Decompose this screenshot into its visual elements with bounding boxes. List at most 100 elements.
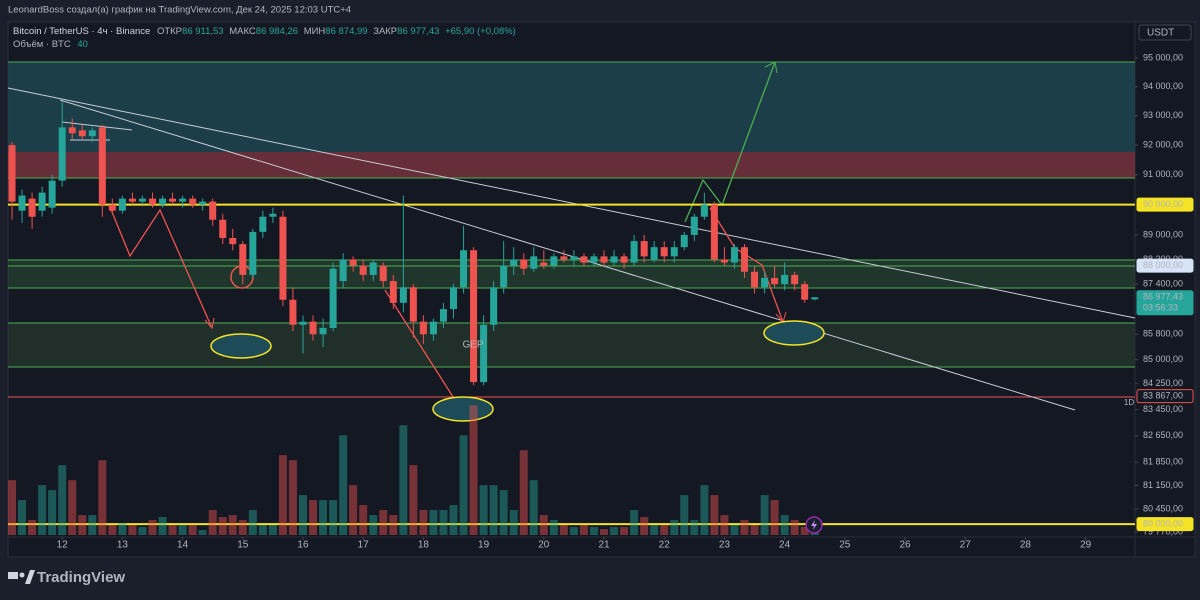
candle-body <box>620 256 628 263</box>
y-tick-label: 89 000,00 <box>1143 229 1183 239</box>
candle-body <box>710 204 718 260</box>
volume-bar <box>489 485 498 535</box>
volume-label: Объём · BTC <box>13 39 71 50</box>
volume-bar <box>18 500 27 535</box>
candle-body <box>600 256 608 263</box>
y-tick-label: 79 770,00 <box>1143 526 1183 536</box>
volume-bar <box>158 517 167 535</box>
candle-body <box>58 127 66 181</box>
x-tick-label: 27 <box>960 540 972 551</box>
x-tick-label: 25 <box>839 540 851 551</box>
highlight-ellipse <box>763 320 825 346</box>
x-tick-label: 13 <box>117 540 129 551</box>
volume-bar <box>690 520 699 535</box>
volume-bar <box>429 510 438 535</box>
candle-body <box>500 265 508 288</box>
volume-bar <box>529 480 538 535</box>
volume-bar <box>118 523 127 535</box>
series <box>8 101 1135 535</box>
x-tick-label: 14 <box>177 540 189 551</box>
volume-bar <box>78 515 87 535</box>
candle-body <box>269 213 277 217</box>
candle-body <box>540 262 548 266</box>
volume-bar <box>359 505 368 535</box>
ohlc-label: ЗАКР <box>373 26 397 37</box>
candle-body <box>309 321 317 335</box>
annotation: 1D <box>1124 398 1134 407</box>
candle-body <box>209 201 217 220</box>
volume-bar <box>88 515 97 535</box>
candle-body <box>490 287 498 325</box>
logo-mark <box>19 572 25 578</box>
candle-body <box>460 250 468 288</box>
brand-logo <box>8 570 35 584</box>
volume-bar <box>579 525 588 535</box>
highlight-ellipse <box>432 396 494 422</box>
volume-bar <box>369 515 378 535</box>
price-marker-label: 88 000,00 <box>1143 260 1183 270</box>
y-tick-label: 80 450,00 <box>1143 503 1183 513</box>
trend-line <box>7 87 1136 319</box>
x-tick-label: 21 <box>598 540 610 551</box>
volume-bar <box>399 425 408 535</box>
y-tick-label: 87 400,00 <box>1143 279 1183 289</box>
candle-body <box>108 204 116 211</box>
y-tick-label: 94 000,00 <box>1143 81 1183 91</box>
y-tick-label: 81 850,00 <box>1143 456 1183 466</box>
price-marker <box>1136 389 1194 404</box>
volume-bar <box>389 515 398 535</box>
candle-body <box>740 247 748 272</box>
candle-body <box>801 284 809 300</box>
volume-bar <box>108 525 117 535</box>
x-tick-label: 29 <box>1080 540 1092 551</box>
volume-length: 40 <box>77 39 88 50</box>
candle-body <box>510 259 518 266</box>
candle-body <box>189 198 197 205</box>
volume-bar <box>319 500 328 535</box>
candle-body <box>169 198 177 202</box>
volume-bar <box>630 510 639 535</box>
x-tick-label: 26 <box>899 540 911 551</box>
volume-bar <box>379 510 388 535</box>
ohlc-label: МИН <box>304 26 326 37</box>
candle-body <box>530 256 538 269</box>
volume-bar <box>218 517 227 535</box>
arrow <box>709 207 784 323</box>
price-marker <box>1136 258 1194 273</box>
volume-bar <box>539 515 548 535</box>
volume-bar <box>198 530 207 535</box>
candle-body <box>289 299 297 325</box>
currency-box[interactable] <box>1138 24 1192 41</box>
x-tick-label: 22 <box>659 540 671 551</box>
volume-bar <box>519 450 528 535</box>
x-tick-label: 20 <box>538 540 550 551</box>
volume-bar <box>740 520 749 535</box>
y-tick-label: 83 450,00 <box>1143 404 1183 414</box>
volume-bar <box>479 485 488 535</box>
volume-legend: Объём · BTC 40 <box>13 39 88 50</box>
volume-bar <box>439 510 448 535</box>
candle-body <box>339 259 347 282</box>
arrow <box>384 289 456 401</box>
logo-mark <box>8 572 18 579</box>
price-marker <box>1136 197 1194 212</box>
volume-bar <box>509 510 518 535</box>
candle-body <box>761 277 769 288</box>
event-icon-bolt <box>811 520 817 530</box>
arrow-head <box>764 61 778 74</box>
candle-body <box>118 198 126 211</box>
volume-bar <box>148 520 157 535</box>
arrow-head <box>204 317 215 330</box>
candle-body <box>38 192 46 211</box>
candle-body <box>349 259 357 266</box>
price-marker-label: 90 000,00 <box>1143 199 1183 209</box>
candle-body <box>98 127 106 205</box>
volume-bar <box>670 520 679 535</box>
volume-bar <box>339 435 348 535</box>
x-tick-label: 18 <box>418 540 430 551</box>
volume-bar <box>760 495 769 535</box>
volume-bar <box>298 495 307 535</box>
candle-body <box>369 262 377 275</box>
